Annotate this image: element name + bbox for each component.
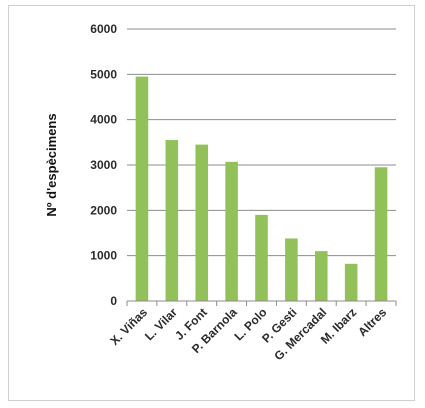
y-axis-label: Nº d'espècimens [44,113,59,216]
bar [195,145,208,301]
y-tick-label: 6000 [90,22,117,36]
y-tick-label: 1000 [90,249,117,263]
y-tick-label: 2000 [90,203,117,217]
y-tick-label: 4000 [90,113,117,127]
bar [136,77,149,301]
bars [136,77,388,301]
bar [345,264,358,301]
bar [166,140,179,301]
y-tick-labels: 0 1000 2000 3000 4000 5000 6000 [90,22,117,308]
y-tick-label: 3000 [90,158,117,172]
x-tick-label: Altres [355,305,389,339]
bar [255,215,268,301]
y-tick-label: 5000 [90,67,117,81]
bar [225,162,238,301]
bar [285,238,298,301]
x-tick-label: X. Viñas [107,305,150,348]
y-tick-label: 0 [110,294,117,308]
bar [375,167,388,301]
x-tick-label: L. Vilar [142,305,180,343]
bar [315,251,328,301]
